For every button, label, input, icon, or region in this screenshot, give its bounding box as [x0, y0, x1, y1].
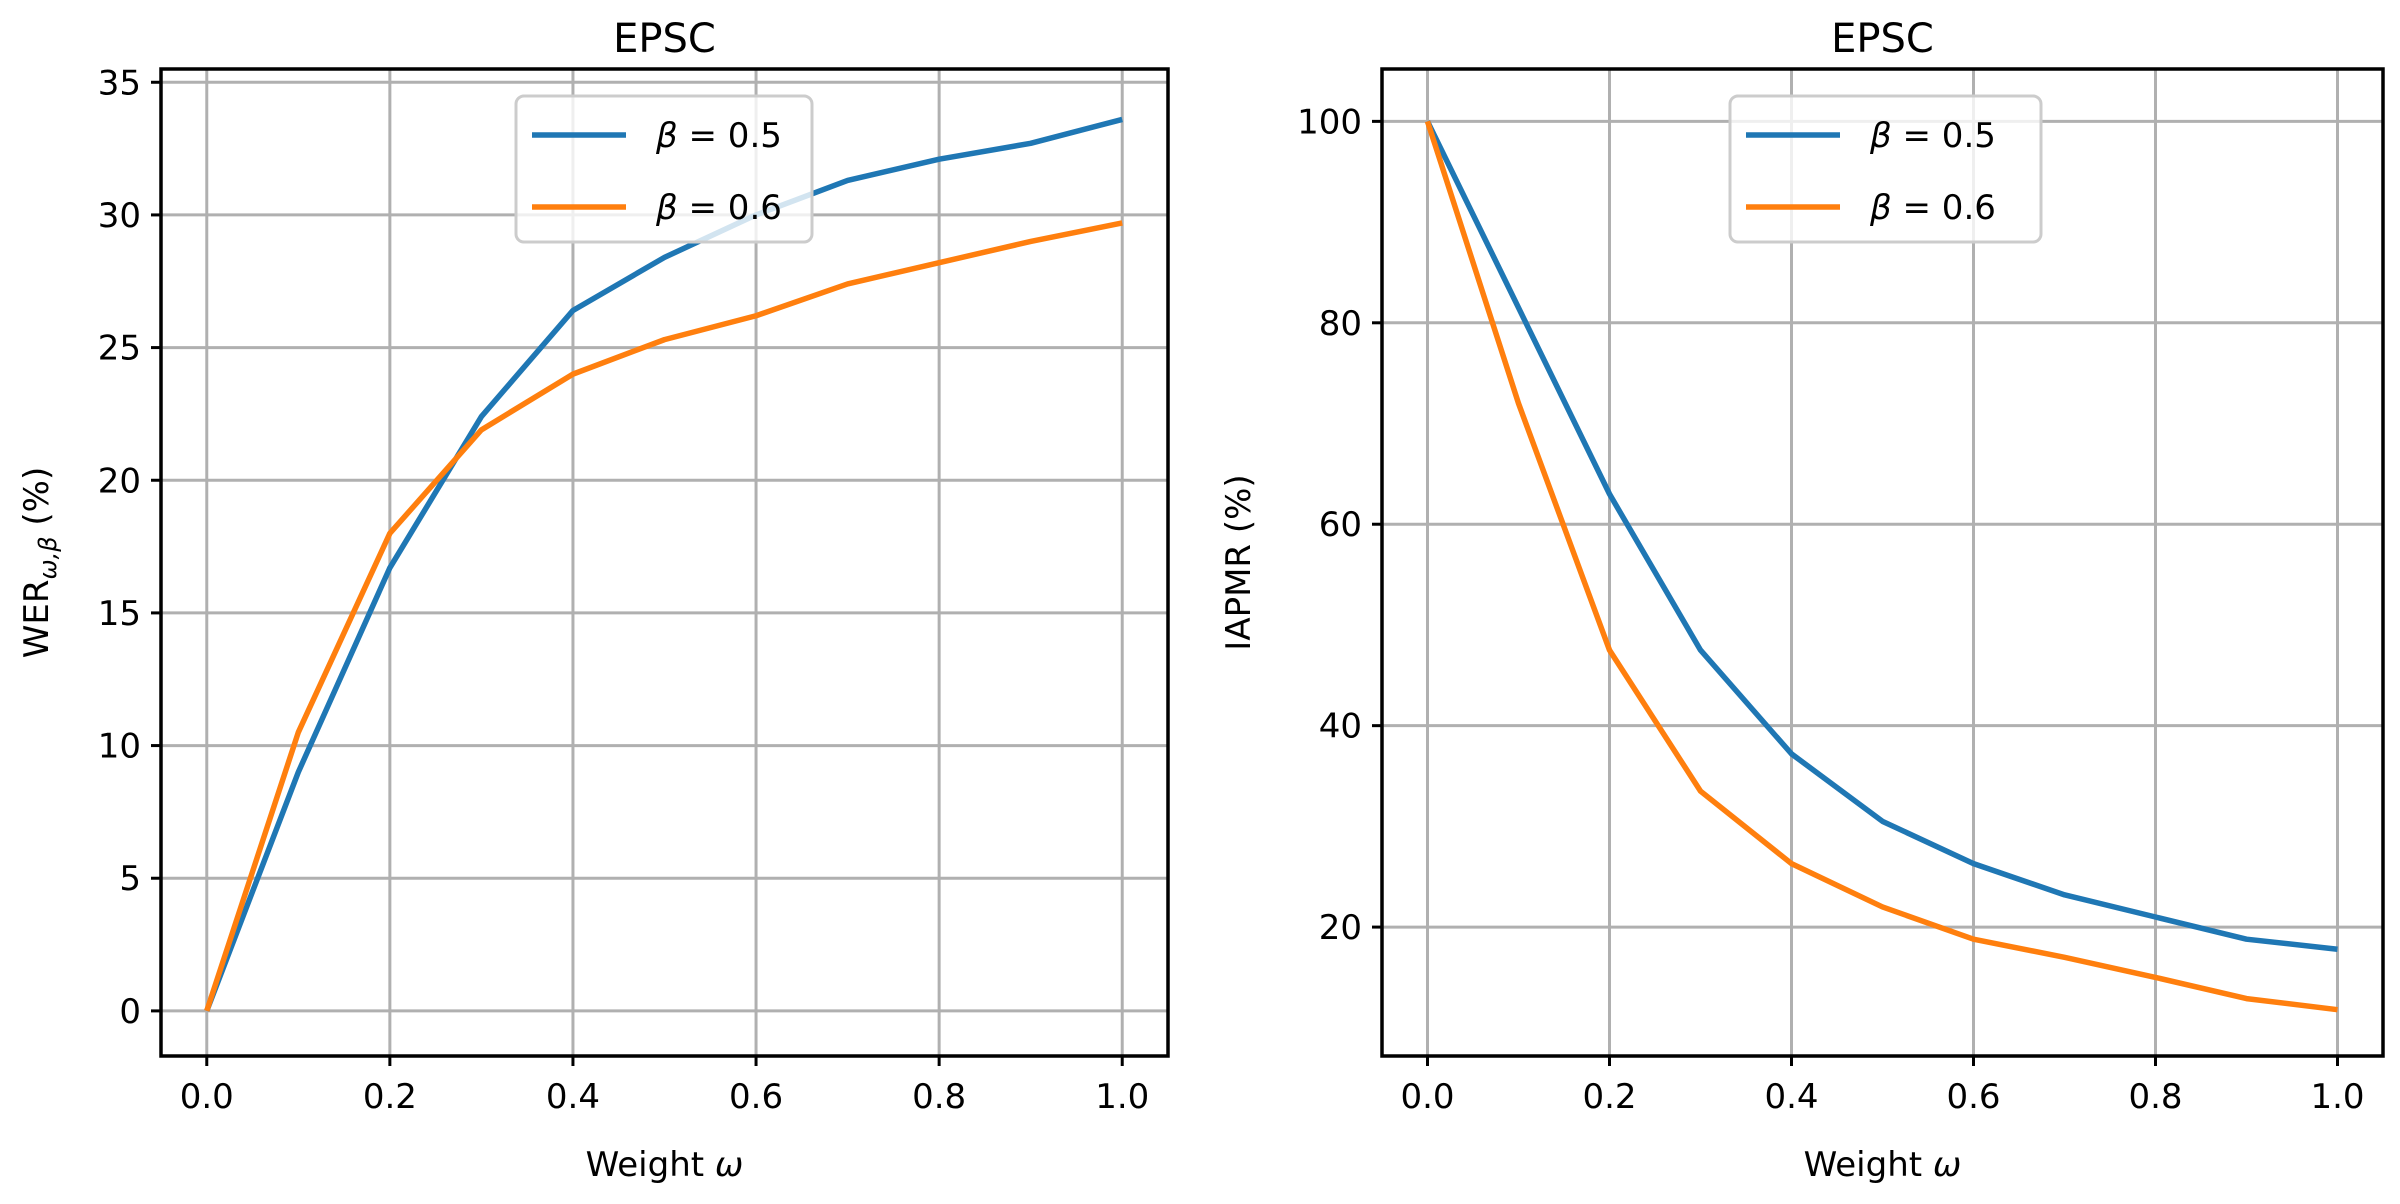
y-tick-label: 35	[98, 63, 141, 103]
x-axis-label-symbol: ω	[715, 1145, 743, 1185]
y-tick-label: 30	[98, 196, 141, 236]
x-tick-label: 1.0	[2310, 1077, 2364, 1117]
x-tick-label: 0.0	[180, 1077, 234, 1117]
chart-2: 0.0 0.2 0.4 0.6 0.8 1.0 20 40 60 80 100 EPSC Weight …	[1219, 16, 2383, 1185]
y-tick-label: 5	[119, 859, 141, 899]
legend: β = 0.5β = 0.6	[516, 96, 812, 242]
x-tick-label: 0.6	[1946, 1077, 2000, 1117]
y-axis-label: WERω,β (%)	[17, 467, 62, 658]
legend-label-value: = 0.5	[1892, 116, 1996, 156]
x-tick-label: 0.2	[363, 1077, 417, 1117]
chart-title: EPSC	[1831, 16, 1934, 62]
y-axis-label-subscript: ω,β	[34, 536, 62, 579]
y-tick-label: 80	[1319, 304, 1362, 344]
y-axis-label-text: WER	[17, 579, 57, 658]
x-axis-label-text: Weight	[1804, 1145, 1933, 1185]
y-tick-label: 10	[98, 727, 141, 767]
chart-title: EPSC	[613, 16, 716, 62]
legend-label-value: = 0.5	[678, 116, 782, 156]
y-tick-label: 20	[98, 461, 141, 501]
legend-label-symbol: β	[655, 188, 678, 228]
series-line-1	[1428, 121, 2338, 949]
legend-label-1: β = 0.5	[655, 116, 782, 156]
x-axis-label-text: Weight	[586, 1145, 715, 1185]
y-tick-label: 40	[1319, 707, 1362, 747]
legend-label-1: β = 0.5	[1869, 116, 1996, 156]
x-tick-label: 0.4	[546, 1077, 600, 1117]
x-tick-label: 0.8	[2128, 1077, 2182, 1117]
y-tick-label: 100	[1297, 102, 1362, 142]
x-axis-label-symbol: ω	[1933, 1145, 1961, 1185]
y-axis-label-text: IAPMR (%)	[1219, 474, 1259, 650]
series-line-2	[1428, 121, 2338, 1009]
legend-label-value: = 0.6	[1892, 188, 1996, 228]
legend-label-symbol: β	[1869, 116, 1892, 156]
legend-label-2: β = 0.6	[1869, 188, 1996, 228]
x-tick-label: 0.0	[1400, 1077, 1454, 1117]
y-tick-label: 0	[119, 992, 141, 1032]
legend-label-value: = 0.6	[678, 188, 782, 228]
y-tick-label: 15	[98, 594, 141, 634]
y-tick-label: 25	[98, 329, 141, 369]
series-line-2	[207, 223, 1122, 1011]
y-axis-label: IAPMR (%)	[1219, 474, 1259, 650]
x-tick-label: 1.0	[1095, 1077, 1149, 1117]
x-tick-label: 0.4	[1764, 1077, 1818, 1117]
chart-1: 0.0 0.2 0.4 0.6 0.8 1.0 0 5 10 15 20 25 30 35 EPSC Weig…	[17, 16, 1168, 1185]
legend-label-2: β = 0.6	[655, 188, 782, 228]
x-tick-label: 0.6	[729, 1077, 783, 1117]
x-axis-label: Weight ω	[1804, 1145, 1962, 1185]
legend-label-symbol: β	[1869, 188, 1892, 228]
legend: β = 0.5β = 0.6	[1730, 96, 2041, 242]
x-axis-label: Weight ω	[586, 1145, 744, 1185]
y-tick-label: 60	[1319, 505, 1362, 545]
x-tick-label: 0.2	[1582, 1077, 1636, 1117]
y-tick-label: 20	[1319, 908, 1362, 948]
legend-label-symbol: β	[655, 116, 678, 156]
x-tick-label: 0.8	[912, 1077, 966, 1117]
y-axis-label-suffix: (%)	[17, 467, 57, 537]
